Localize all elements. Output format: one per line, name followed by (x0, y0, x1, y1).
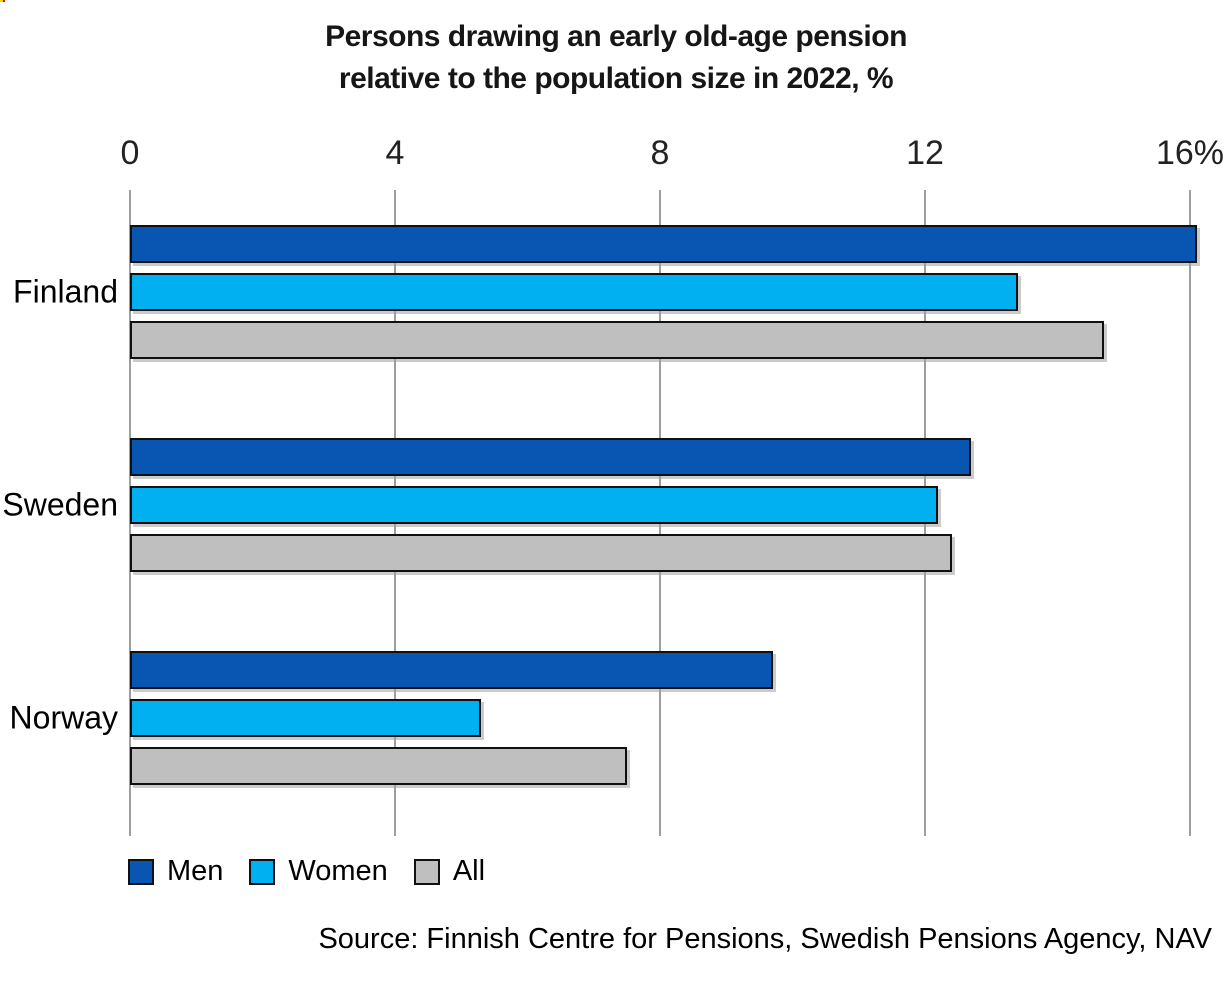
bar-finland-women (130, 273, 1018, 311)
legend-swatch-all (413, 858, 440, 885)
category-label-sweden: Sweden (2, 486, 118, 523)
corner-artifact (0, 0, 5, 2)
x-axis-tick-label-12: 12 (906, 134, 944, 172)
x-axis-tick-label-0: 0 (120, 134, 140, 172)
legend-label-men: Men (167, 855, 224, 887)
legend-label-women: Women (288, 855, 388, 887)
legend-label-all: All (452, 855, 486, 887)
legend: Men Women All (128, 855, 485, 888)
bar-sweden-women (130, 486, 938, 524)
legend-swatch-men (128, 858, 154, 885)
bar-sweden-men (130, 438, 971, 476)
chart-title: Persons drawing an early old-age pension… (0, 16, 1232, 100)
category-label-norway: Norway (9, 699, 118, 736)
legend-item-men: Men (128, 855, 223, 888)
category-label-finland: Finland (13, 273, 118, 310)
bar-finland-men (130, 225, 1197, 263)
source-attribution: Source: Finnish Centre for Pensions, Swe… (318, 923, 1212, 955)
legend-swatch-women (249, 858, 276, 885)
x-axis-tick-label-16: 16% (1155, 134, 1225, 172)
bar-norway-women (130, 699, 481, 737)
bar-norway-all (130, 747, 627, 785)
gridline-16 (1189, 190, 1191, 836)
chart-title-line1: Persons drawing an early old-age pension (325, 20, 907, 53)
bar-norway-men (130, 651, 773, 689)
x-axis-tick-label-8: 8 (650, 134, 670, 172)
legend-item-all: All (413, 855, 486, 888)
x-axis-tick-label-4: 4 (385, 134, 405, 172)
bar-finland-all (130, 321, 1104, 359)
legend-item-women: Women (249, 855, 388, 888)
bar-sweden-all (130, 534, 952, 572)
chart-title-line2: relative to the population size in 2022,… (338, 62, 894, 95)
